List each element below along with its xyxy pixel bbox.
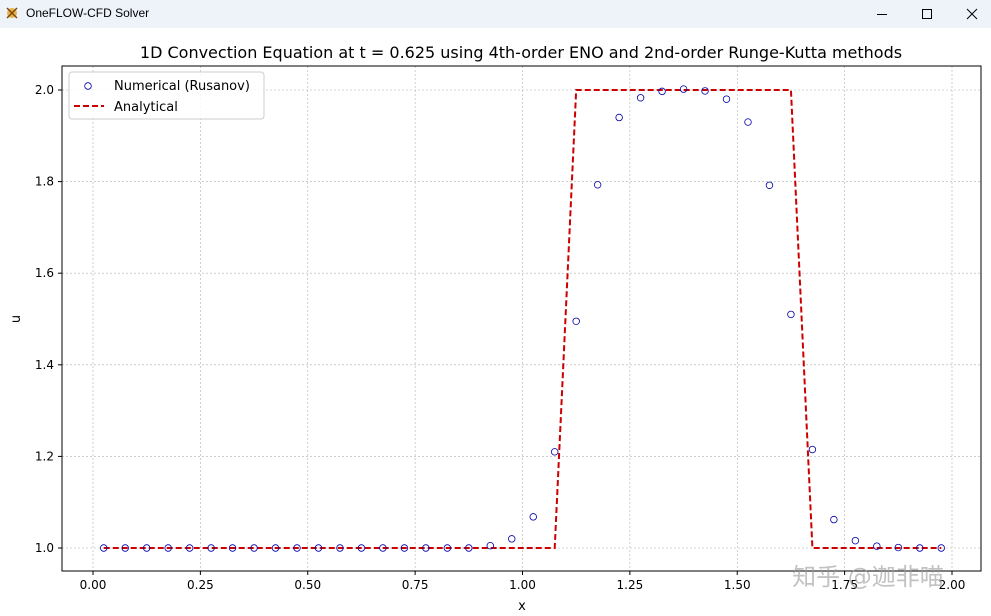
data-point <box>121 544 129 552</box>
data-point <box>271 544 280 552</box>
y-tick-label: 2.0 <box>35 83 54 97</box>
data-point <box>293 544 301 552</box>
data-point <box>422 544 430 552</box>
x-tick-label: 2.00 <box>939 578 966 592</box>
x-tick-label: 0.50 <box>294 578 321 592</box>
data-point <box>508 535 516 543</box>
maximize-button[interactable] <box>904 0 950 28</box>
data-point <box>250 544 258 552</box>
data-point <box>615 113 623 122</box>
data-point <box>765 181 774 189</box>
legend-circle-icon <box>84 82 92 90</box>
data-point <box>336 544 344 552</box>
y-axis-label: u <box>9 315 24 323</box>
grid-lines <box>62 66 981 571</box>
data-point <box>164 544 172 552</box>
watermark: 知乎 @迦非喵 <box>792 563 944 591</box>
data-point <box>486 542 494 550</box>
data-point <box>551 448 559 456</box>
close-icon <box>966 8 978 20</box>
x-tick-label: 0.25 <box>187 578 214 592</box>
numerical-points <box>100 85 945 552</box>
window-title: OneFLOW-CFD Solver <box>26 6 150 20</box>
app-logo-icon <box>6 7 18 19</box>
data-point <box>679 85 688 93</box>
data-point <box>207 544 215 552</box>
legend-analytical: Analytical <box>114 100 178 115</box>
data-point <box>658 87 666 96</box>
data-point <box>100 544 108 552</box>
data-point <box>142 544 151 552</box>
close-button[interactable] <box>949 0 991 28</box>
data-point <box>465 544 473 552</box>
data-point <box>636 94 645 102</box>
data-point <box>851 536 860 545</box>
data-point <box>529 513 537 521</box>
x-tick-label: 1.25 <box>617 578 644 592</box>
x-tick-label: 1.00 <box>509 578 536 592</box>
data-point <box>830 515 838 524</box>
minimize-button[interactable] <box>859 0 905 28</box>
data-point <box>894 543 903 552</box>
data-point <box>314 544 323 552</box>
x-tick-label: 0.75 <box>402 578 429 592</box>
title-bar: OneFLOW-CFD Solver <box>0 0 991 28</box>
data-point <box>357 544 366 552</box>
x-tick-label: 1.75 <box>831 578 858 592</box>
chart: 1D Convection Equation at t = 0.625 usin… <box>9 43 982 614</box>
axis-ticks: 0.00 0.25 0.50 0.75 1.00 1.25 1.50 1.75 2.00 1.0 1… <box>35 83 965 592</box>
analytical-line <box>103 89 942 549</box>
data-point <box>722 95 731 103</box>
x-tick-label: 1.50 <box>724 578 751 592</box>
legend: Numerical (Rusanov) Analytical <box>68 71 265 120</box>
y-tick-label: 1.4 <box>35 358 54 372</box>
data-point <box>443 544 452 552</box>
data-point <box>701 87 709 95</box>
data-point <box>744 118 752 126</box>
y-tick-label: 1.2 <box>35 449 54 463</box>
chart-title: 1D Convection Equation at t = 0.625 usin… <box>140 43 902 62</box>
data-point <box>228 544 237 552</box>
data-point <box>593 181 602 189</box>
x-tick-label: 0.00 <box>80 578 107 592</box>
data-point <box>937 544 945 552</box>
data-point <box>400 544 409 552</box>
data-point <box>185 544 194 552</box>
minimize-icon <box>877 14 887 15</box>
y-tick-label: 1.6 <box>35 266 54 280</box>
data-point <box>808 445 817 454</box>
y-tick-label: 1.8 <box>35 175 54 189</box>
y-tick-label: 1.0 <box>35 541 54 555</box>
x-axis-label: x <box>518 599 526 614</box>
data-point <box>572 317 580 325</box>
legend-numerical: Numerical (Rusanov) <box>114 79 250 94</box>
maximize-icon <box>922 9 932 19</box>
axes-frame <box>61 65 982 572</box>
data-point <box>379 544 387 552</box>
data-point <box>787 310 795 319</box>
data-point <box>873 542 881 550</box>
data-point <box>916 544 924 552</box>
